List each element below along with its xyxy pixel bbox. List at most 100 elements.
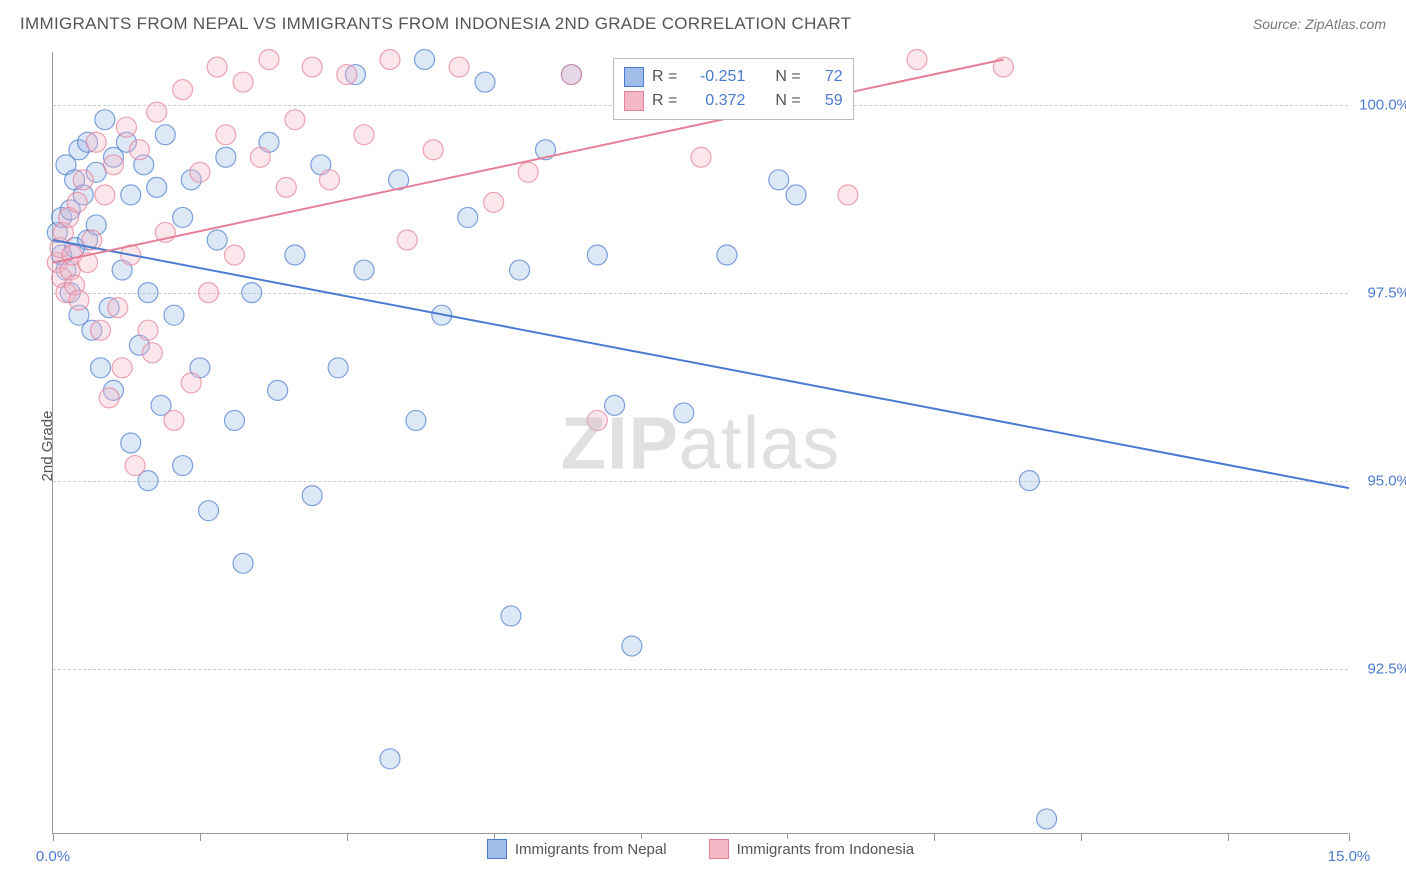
scatter-point-indonesia [73,170,93,190]
scatter-point-nepal [268,380,288,400]
scatter-point-indonesia [164,410,184,430]
scatter-point-nepal [164,305,184,325]
scatter-point-indonesia [199,283,219,303]
scatter-point-nepal [173,207,193,227]
scatter-point-indonesia [587,410,607,430]
scatter-point-indonesia [838,185,858,205]
scatter-point-nepal [1037,809,1057,829]
scatter-point-indonesia [99,388,119,408]
stat-n-value-nepal: 72 [809,68,843,86]
scatter-point-nepal [415,50,435,70]
scatter-point-nepal [207,230,227,250]
scatter-point-indonesia [116,117,136,137]
scatter-point-nepal [587,245,607,265]
scatter-point-nepal [717,245,737,265]
scatter-point-indonesia [259,50,279,70]
scatter-point-nepal [501,606,521,626]
y-tick-label: 95.0% [1367,472,1406,489]
scatter-point-nepal [622,636,642,656]
scatter-point-nepal [147,177,167,197]
scatter-point-nepal [121,185,141,205]
stats-swatch-nepal [624,67,644,87]
legend-swatch-indonesia [709,839,729,859]
trend-line-indonesia [53,60,1003,263]
scatter-point-indonesia [129,140,149,160]
scatter-point-indonesia [484,192,504,212]
chart-plot-area: 92.5%95.0%97.5%100.0% ZIPatlas R =-0.251… [52,52,1348,834]
svg-layer [53,52,1349,834]
scatter-point-indonesia [423,140,443,160]
scatter-point-indonesia [285,110,305,130]
scatter-point-indonesia [112,358,132,378]
scatter-point-nepal [328,358,348,378]
scatter-point-indonesia [103,155,123,175]
scatter-point-indonesia [108,298,128,318]
legend-label-nepal: Immigrants from Nepal [515,841,667,858]
scatter-point-indonesia [216,125,236,145]
scatter-point-indonesia [142,343,162,363]
scatter-point-indonesia [907,50,927,70]
scatter-point-indonesia [67,192,87,212]
scatter-point-nepal [91,358,111,378]
scatter-point-indonesia [91,320,111,340]
legend-swatch-nepal [487,839,507,859]
scatter-point-nepal [510,260,530,280]
scatter-point-indonesia [380,50,400,70]
legend-label-indonesia: Immigrants from Indonesia [737,841,915,858]
scatter-point-indonesia [561,65,581,85]
stat-r-label: R = [652,68,677,86]
scatter-point-indonesia [518,162,538,182]
scatter-point-nepal [121,433,141,453]
stat-r-label: R = [652,92,677,110]
scatter-point-nepal [786,185,806,205]
scatter-point-indonesia [224,245,244,265]
x-tick [1349,833,1350,841]
scatter-point-nepal [605,395,625,415]
stats-row-nepal: R = -0.251 N = 72 [624,65,843,89]
stats-row-indonesia: R =0.372N =59 [624,89,843,113]
stat-n-value-indonesia: 59 [809,92,843,110]
scatter-point-indonesia [181,373,201,393]
scatter-point-indonesia [173,80,193,100]
scatter-point-indonesia [207,57,227,77]
scatter-point-nepal [674,403,694,423]
scatter-point-nepal [475,72,495,92]
scatter-point-indonesia [302,57,322,77]
scatter-point-nepal [458,207,478,227]
scatter-point-nepal [173,456,193,476]
scatter-point-nepal [224,410,244,430]
bottom-legend: Immigrants from Nepal Immigrants from In… [53,839,1348,859]
scatter-point-indonesia [691,147,711,167]
scatter-point-indonesia [138,320,158,340]
scatter-point-indonesia [147,102,167,122]
scatter-point-nepal [216,147,236,167]
stat-r-value-indonesia: 0.372 [685,92,745,110]
y-tick-label: 97.5% [1367,284,1406,301]
stat-n-label: N = [775,68,800,86]
trend-line-nepal [53,240,1349,488]
legend-item-indonesia: Immigrants from Indonesia [703,839,921,859]
chart-title: IMMIGRANTS FROM NEPAL VS IMMIGRANTS FROM… [20,14,851,34]
scatter-point-nepal [406,410,426,430]
scatter-point-nepal [285,245,305,265]
scatter-point-nepal [242,283,262,303]
scatter-point-indonesia [319,170,339,190]
y-tick-label: 92.5% [1367,660,1406,677]
scatter-point-nepal [138,283,158,303]
scatter-point-indonesia [397,230,417,250]
scatter-point-indonesia [86,132,106,152]
stats-swatch-indonesia [624,91,644,111]
stat-r-value-nepal: -0.251 [685,68,745,86]
scatter-point-nepal [302,486,322,506]
scatter-point-nepal [354,260,374,280]
scatter-point-indonesia [190,162,210,182]
scatter-point-indonesia [449,57,469,77]
scatter-point-indonesia [233,72,253,92]
scatter-point-nepal [380,749,400,769]
scatter-point-indonesia [337,65,357,85]
scatter-point-indonesia [125,456,145,476]
legend-item-nepal: Immigrants from Nepal [481,839,673,859]
scatter-point-nepal [769,170,789,190]
scatter-point-indonesia [69,290,89,310]
scatter-point-indonesia [276,177,296,197]
